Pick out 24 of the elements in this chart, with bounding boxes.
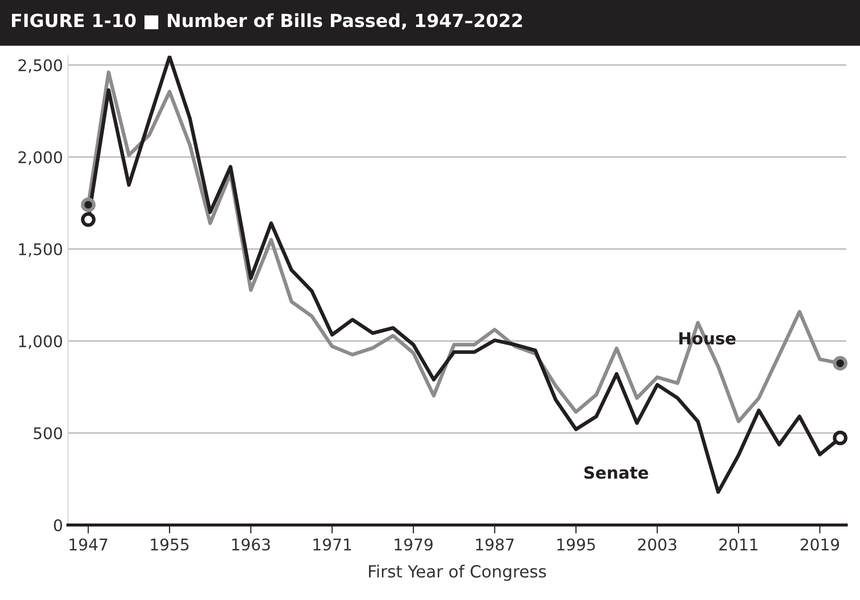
- y-tick-label: 1,000: [19, 335, 62, 349]
- x-tick-label: 2019: [800, 538, 840, 551]
- y-tick-label: 2,500: [18, 59, 62, 73]
- series-label: House: [679, 332, 736, 345]
- x-tick-label: 2011: [719, 538, 758, 551]
- x-tick-label: 1947: [70, 538, 108, 551]
- x-tick-label: 1979: [394, 538, 433, 551]
- x-tick-label: 1995: [557, 538, 595, 551]
- y-tick-label: 2,000: [18, 151, 62, 165]
- y-tick-label: 0: [54, 519, 62, 532]
- point: [832, 430, 848, 446]
- y-tick-label: 1,500: [19, 243, 62, 257]
- x-tick-label: 1955: [150, 538, 188, 551]
- x-axis-title: First Year of Congress: [369, 564, 546, 581]
- point: [832, 356, 848, 371]
- point: [80, 198, 96, 212]
- x-tick-label: 1987: [476, 538, 514, 551]
- y-tick-label: 500: [34, 427, 62, 440]
- point: [80, 212, 96, 227]
- chart-title: FIGURE 1-10 ■ Number of Bills Passed, 1947–2022: [12, 13, 522, 30]
- x-tick-label: 2003: [638, 538, 676, 551]
- text: Senate: [584, 466, 648, 479]
- x-tick-label: 1971: [314, 538, 351, 551]
- x-tick-label: 1963: [232, 538, 270, 551]
